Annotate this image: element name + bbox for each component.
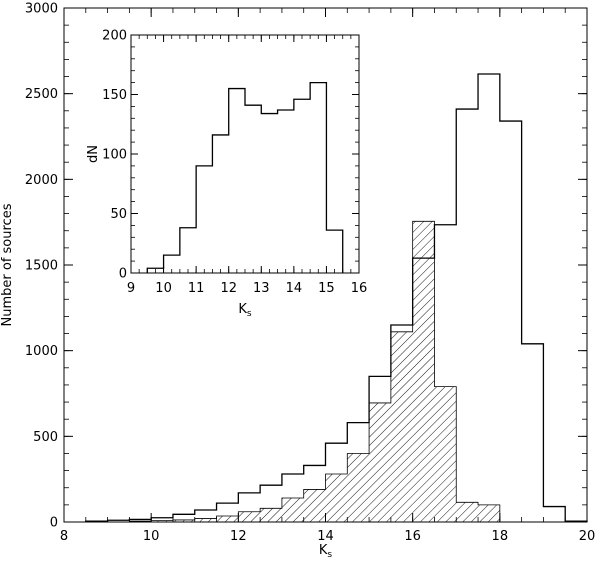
main-y-tick-label: 1500: [25, 259, 58, 274]
hatched-bar: [172, 519, 195, 522]
inset-outline-series: [146, 81, 344, 273]
outline-bar: [522, 344, 544, 522]
hatched-bar: [369, 402, 391, 522]
main-y-tick-label: 2500: [25, 87, 58, 102]
main-outline-series: [85, 73, 588, 522]
inset-series-line: [146, 81, 344, 273]
main-x-tick-label: 20: [579, 529, 596, 544]
inset-y-tick-label: 0: [119, 267, 127, 282]
y-axis-label: Number of sources: [0, 203, 15, 326]
inset-y-tick-label: 100: [102, 148, 127, 163]
hatched-bar: [390, 331, 413, 522]
outline-bar: [478, 74, 500, 522]
main-x-tick-label: 10: [143, 529, 160, 544]
hatched-bar: [478, 504, 500, 522]
inset-axes: 9 10 11 12 13 14 15 16 0 50 100 150 200: [102, 29, 367, 297]
inset-x-tick-label: 14: [286, 281, 303, 296]
hatched-bar: [303, 489, 326, 522]
main-x-tick-label: 14: [317, 529, 334, 544]
hatched-bar: [347, 453, 370, 522]
inset-x-tick-label: 10: [155, 281, 172, 296]
outline-bar: [543, 507, 565, 522]
inset-y-tick-label: 150: [102, 88, 127, 103]
inset-x-tick-label: 15: [318, 281, 335, 296]
inset-x-tick-label: 16: [351, 281, 368, 296]
inset-background: [131, 35, 359, 273]
hatched-bar: [281, 498, 304, 522]
inset-y-tick-label: 50: [110, 207, 127, 222]
inset-x-tick-label: 12: [220, 281, 237, 296]
inset-x-axis-label: Ks: [238, 302, 252, 319]
main-y-tick-label: 500: [33, 430, 58, 445]
main-hatched-series: [85, 220, 587, 523]
inset-x-tick-label: 9: [127, 281, 135, 296]
outline-bar: [500, 121, 522, 522]
main-y-tick-label: 0: [50, 516, 58, 531]
inset-x-tick-label: 13: [253, 281, 270, 296]
inset-y-axis-label: dN: [86, 145, 101, 163]
hatched-bar: [434, 386, 457, 522]
hatched-bar: [151, 520, 173, 522]
x-axis-label: Ks: [319, 543, 333, 560]
main-y-tick-label: 1000: [25, 344, 58, 359]
hatched-bar: [412, 221, 435, 522]
hatched-bar: [456, 502, 479, 522]
main-x-tick-label: 8: [60, 529, 68, 544]
hatched-bar: [238, 511, 261, 522]
outline-series-line: [85, 73, 588, 522]
hatched-bar: [260, 508, 282, 522]
hatched-bar: [325, 474, 348, 522]
main-x-tick-label: 16: [404, 529, 421, 544]
main-y-tick-label: 3000: [25, 2, 58, 17]
main-y-tick-label: 2000: [25, 173, 58, 188]
main-x-tick-label: 12: [230, 529, 247, 544]
hatched-bar: [194, 518, 217, 522]
inset-chart: 9 10 11 12 13 14 15 16 0 50 100 150 200 Ks dN: [86, 29, 367, 320]
hatched-bar: [216, 516, 239, 522]
inset-y-tick-label: 200: [102, 29, 127, 44]
inset-x-tick-label: 11: [188, 281, 205, 296]
main-x-tick-label: 18: [492, 529, 509, 544]
outline-bar: [456, 109, 478, 522]
